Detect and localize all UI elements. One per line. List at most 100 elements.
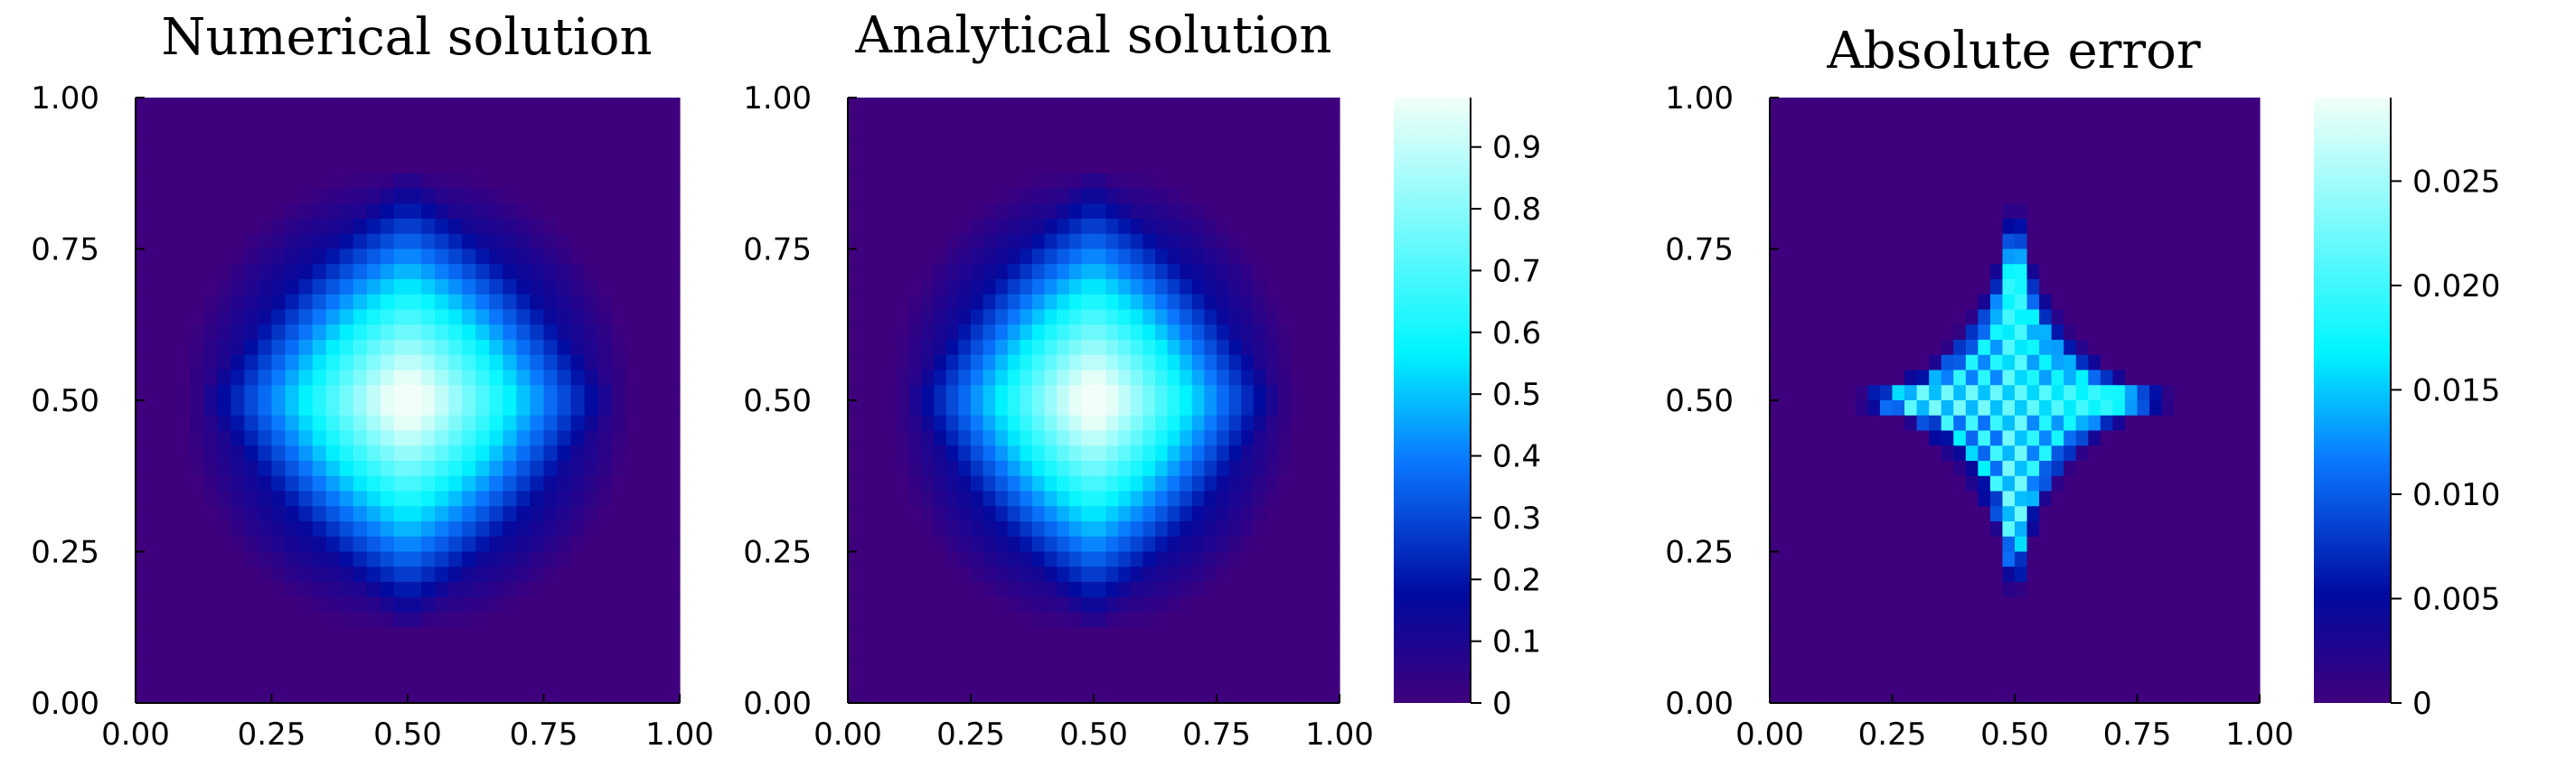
heatmap-cell <box>1180 672 1193 689</box>
heatmap-cell <box>1978 627 1991 643</box>
heatmap-cell <box>176 596 191 614</box>
heatmap-cell <box>1794 627 1808 643</box>
heatmap-cell <box>149 143 164 159</box>
heatmap-cell <box>557 112 572 129</box>
heatmap-cell <box>958 612 972 628</box>
heatmap-cell <box>921 688 935 704</box>
heatmap-cell <box>611 279 626 295</box>
heatmap-cell <box>408 582 422 598</box>
heatmap-cell <box>1094 264 1107 280</box>
heatmap-cell <box>163 475 177 492</box>
heatmap-cell <box>1068 521 1082 538</box>
heatmap-cell <box>971 582 984 598</box>
heatmap-cell <box>1904 506 1918 522</box>
heatmap-cell <box>503 354 517 371</box>
heatmap-cell <box>557 400 572 417</box>
heatmap-cell <box>1032 612 1046 628</box>
heatmap-cell <box>570 143 586 159</box>
heatmap-cell <box>2051 279 2064 295</box>
heatmap-cell <box>1191 294 1205 311</box>
heatmap-cell <box>652 309 667 325</box>
heatmap-cell <box>366 551 381 567</box>
heatmap-cell <box>1217 188 1230 204</box>
heatmap-cell <box>190 688 204 704</box>
heatmap-cell <box>982 143 996 159</box>
heatmap-cell <box>435 657 449 674</box>
heatmap-cell <box>408 445 422 462</box>
heatmap-cell <box>1302 233 1316 250</box>
heatmap-cell <box>2198 203 2212 220</box>
heatmap-cell <box>230 370 245 386</box>
heatmap-cell <box>934 233 947 250</box>
heatmap-cell <box>958 657 972 674</box>
heatmap-cell <box>1953 385 1967 401</box>
heatmap-cell <box>1819 143 1832 159</box>
heatmap-cell <box>149 340 164 356</box>
heatmap-cell <box>312 461 327 477</box>
heatmap-cell <box>230 294 245 311</box>
heatmap-cell <box>2174 264 2187 280</box>
heatmap-cell <box>2186 279 2199 295</box>
heatmap-cell <box>217 688 231 704</box>
heatmap-cell <box>136 400 150 417</box>
heatmap-cell <box>1965 279 1979 295</box>
heatmap-cell <box>298 127 314 144</box>
heatmap-cell <box>665 294 681 311</box>
heatmap-cell <box>285 279 300 295</box>
heatmap-cell <box>921 506 935 522</box>
heatmap-cell <box>1965 521 1979 538</box>
heatmap-cell <box>1094 521 1107 538</box>
heatmap-cell <box>872 672 886 689</box>
heatmap-cell <box>665 521 681 538</box>
heatmap-cell <box>1867 491 1881 507</box>
heatmap-cell <box>1965 400 1979 417</box>
heatmap-cell <box>2112 294 2126 311</box>
heatmap-cell <box>1989 536 2004 553</box>
heatmap-cell <box>1830 324 1844 341</box>
heatmap-cell <box>1228 475 1242 492</box>
heatmap-cell <box>1032 248 1046 265</box>
heatmap-cell <box>1929 143 1942 159</box>
heatmap-cell <box>1879 642 1894 659</box>
heatmap-cell <box>408 672 422 689</box>
heatmap-cell <box>945 642 959 659</box>
heatmap-cell <box>325 127 341 144</box>
heatmap-cell <box>366 430 381 446</box>
heatmap-cell <box>462 324 476 341</box>
heatmap-cell <box>909 415 923 432</box>
heatmap-cell <box>1953 430 1967 446</box>
heatmap-cell <box>503 143 517 159</box>
heatmap-cell <box>353 400 368 417</box>
heatmap-cell <box>1794 248 1808 265</box>
heatmap-cell <box>408 612 422 628</box>
heatmap-cell <box>1167 415 1180 432</box>
heatmap-cell <box>312 551 327 567</box>
heatmap-cell <box>408 173 422 190</box>
heatmap-cell <box>1241 415 1255 432</box>
heatmap-cell <box>1953 461 1967 477</box>
heatmap-cell <box>652 143 667 159</box>
heatmap-cell <box>421 264 436 280</box>
heatmap-cell <box>1770 158 1783 174</box>
heatmap-cell <box>1916 248 1930 265</box>
heatmap-cell <box>1044 461 1058 477</box>
heatmap-cell <box>2149 385 2163 401</box>
heatmap-cell <box>1830 521 1844 538</box>
heatmap-cell <box>298 112 314 129</box>
heatmap-cell <box>393 415 409 432</box>
heatmap-cell <box>271 340 287 356</box>
heatmap-cell <box>557 340 572 356</box>
heatmap-cell <box>638 657 653 674</box>
heatmap-cell <box>2039 324 2053 341</box>
heatmap-cell <box>2137 551 2150 567</box>
heatmap-cell <box>190 233 204 250</box>
heatmap-cell <box>1843 400 1857 417</box>
heatmap-cell <box>2247 143 2261 159</box>
heatmap-cell <box>860 596 873 614</box>
heatmap-cell <box>2186 521 2199 538</box>
heatmap-cell <box>489 188 503 204</box>
heatmap-cell <box>2198 112 2212 129</box>
heatmap-cell <box>2112 112 2126 129</box>
heatmap-cell <box>897 672 910 689</box>
heatmap-cell <box>271 354 287 371</box>
